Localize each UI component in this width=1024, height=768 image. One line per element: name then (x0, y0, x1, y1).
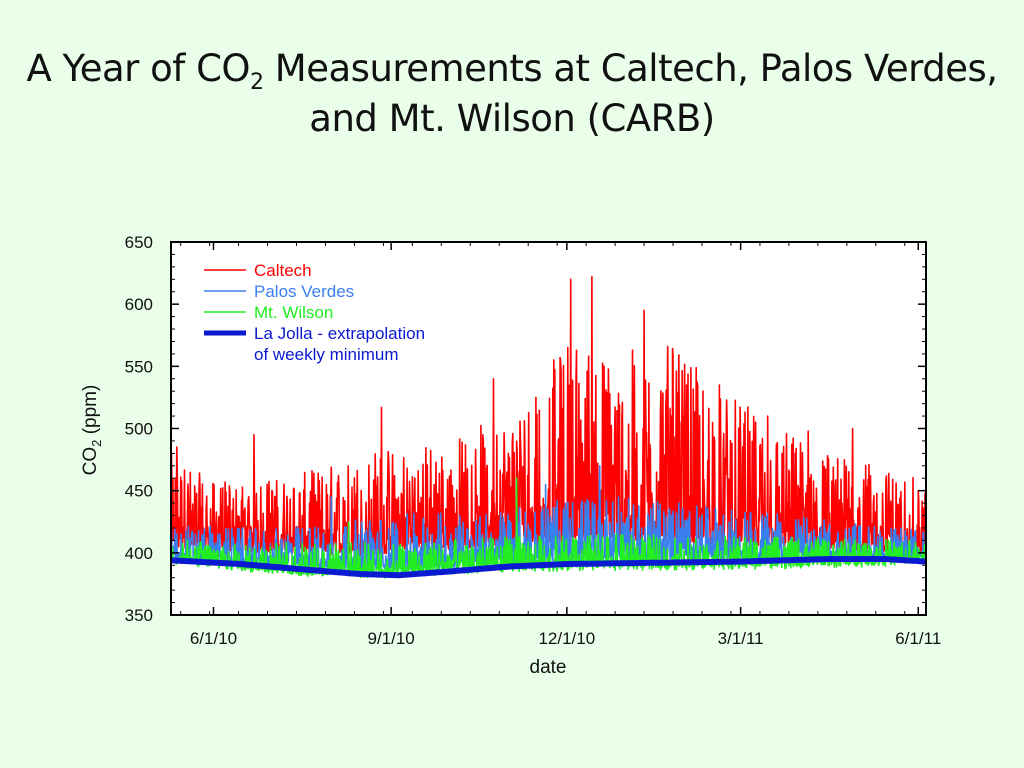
y-tick-label: 650 (125, 233, 153, 252)
x-tick-label: 3/1/11 (718, 629, 764, 648)
slide-title-line2: and Mt. Wilson (CARB) (309, 97, 715, 140)
legend-label-la_jolla: La Jolla - extrapolation (254, 324, 425, 343)
y-tick-label: 600 (125, 295, 153, 314)
y-tick-label: 400 (125, 544, 153, 563)
y-tick-label: 550 (125, 357, 153, 376)
legend-label-caltech: Caltech (254, 261, 312, 280)
legend-label-mt_wilson: Mt. Wilson (254, 303, 333, 322)
series-la_jolla (171, 556, 926, 579)
x-tick-label: 6/1/11 (895, 629, 941, 648)
y-axis-title-main: CO (80, 447, 101, 476)
title-part1: A Year of CO (26, 47, 251, 90)
slide-title: A Year of CO2 Measurements at Caltech, P… (0, 44, 1024, 144)
legend-box (196, 258, 498, 371)
y-tick-label: 500 (125, 420, 153, 439)
title-part2: Measurements at Caltech, Palos Verdes, (263, 47, 998, 90)
slide-title-line1: A Year of CO2 Measurements at Caltech, P… (0, 44, 1024, 94)
y-axis-title: CO2 (ppm) (80, 385, 104, 476)
y-tick-label: 450 (125, 482, 153, 501)
y-axis-title-sub: 2 (89, 440, 104, 447)
legend-label-palos_verdes: Palos Verdes (254, 282, 354, 301)
title-subscript: 2 (250, 70, 264, 95)
x-axis-title: date (530, 657, 567, 678)
x-tick-label: 12/1/10 (538, 629, 595, 648)
y-tick-label: 350 (125, 606, 153, 625)
legend-label-la_jolla: of weekly minimum (254, 345, 399, 364)
x-tick-label: 6/1/10 (190, 629, 237, 648)
x-tick-label: 9/1/10 (367, 629, 414, 648)
y-axis-title-unit: (ppm) (80, 385, 101, 440)
